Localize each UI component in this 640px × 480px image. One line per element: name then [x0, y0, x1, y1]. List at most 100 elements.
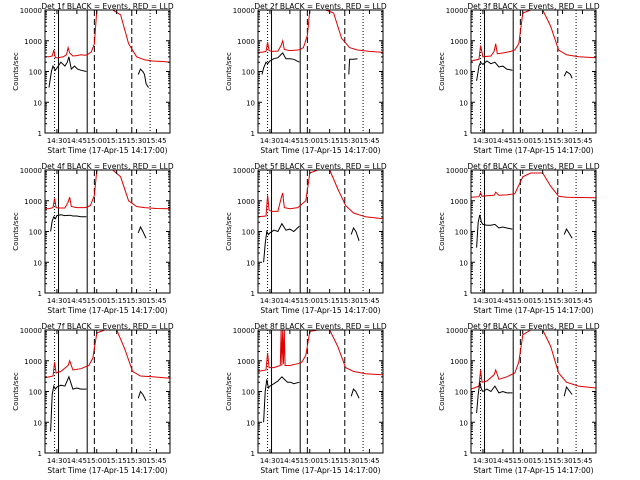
x-tick-label: 14:30 — [47, 137, 67, 145]
x-tick-label: 15:00 — [513, 457, 533, 465]
y-tick-label: 100 — [455, 389, 468, 397]
y-tick-label: 1000 — [24, 198, 42, 206]
events-series-line — [263, 376, 300, 423]
x-tick-label: 15:30 — [339, 457, 359, 465]
detector-panel: 1 10 100 1000 10000 14:30 14:45 15:00 15:15 15:30… — [225, 162, 387, 315]
panel-title: Det 8f BLACK = Events, RED = LLD — [254, 322, 387, 331]
y-tick-label: 100 — [455, 229, 468, 237]
detector-panel: 1 10 100 1000 10000 14:30 14:45 15:00 15:15 15:30… — [225, 322, 387, 475]
y-axis-label: Counts/sec — [438, 52, 446, 91]
y-tick-label: 1000 — [237, 38, 255, 46]
x-tick-label: 15:15 — [320, 457, 340, 465]
y-tick-label: 1000 — [450, 198, 468, 206]
x-tick-label: 14:45 — [493, 297, 513, 305]
lld-series-line — [257, 169, 384, 220]
detector-panel: 1 10 100 1000 10000 14:30 14:45 15:00 15:15 15:30… — [12, 162, 174, 315]
y-tick-label: 10000 — [446, 167, 468, 175]
x-tick-label: 15:00 — [513, 297, 533, 305]
plot-frame — [257, 329, 384, 454]
y-tick-label: 100 — [29, 69, 42, 77]
y-tick-label: 10000 — [233, 7, 255, 15]
events-series-line — [50, 214, 87, 232]
x-tick-label: 15:15 — [533, 457, 553, 465]
x-tick-label: 14:45 — [280, 297, 300, 305]
events-series-line — [263, 222, 300, 263]
x-tick-label: 15:15 — [320, 297, 340, 305]
y-tick-label: 1 — [251, 450, 255, 458]
y-tick-label: 10 — [246, 99, 255, 107]
x-axis-label: Start Time (17-Apr-15 14:17:00) — [473, 146, 593, 155]
x-tick-label: 15:45 — [146, 457, 166, 465]
panel-title: Det 1f BLACK = Events, RED = LLD — [41, 2, 174, 11]
y-tick-label: 10000 — [446, 327, 468, 335]
x-tick-label: 14:30 — [47, 297, 67, 305]
y-tick-label: 100 — [29, 229, 42, 237]
y-tick-label: 100 — [29, 389, 42, 397]
lld-series-line — [45, 9, 171, 63]
events-series-line — [50, 375, 87, 432]
x-tick-label: 15:45 — [146, 137, 166, 145]
lld-series-line — [44, 329, 171, 379]
x-tick-label: 15:30 — [339, 297, 359, 305]
panel-title: Det 3f BLACK = Events, RED = LLD — [467, 2, 600, 11]
panel-title: Det 7f BLACK = Events, RED = LLD — [41, 322, 174, 331]
x-tick-label: 15:00 — [300, 297, 320, 305]
panel-title: Det 2f BLACK = Events, RED = LLD — [254, 2, 387, 11]
events-series-line — [350, 226, 360, 241]
x-tick-label: 15:30 — [552, 137, 572, 145]
y-tick-label: 10 — [246, 419, 255, 427]
events-series-line — [563, 228, 573, 239]
y-tick-label: 10000 — [446, 7, 468, 15]
x-tick-label: 15:00 — [87, 297, 107, 305]
lld-series-line — [45, 169, 171, 210]
x-tick-label: 15:45 — [359, 137, 379, 145]
x-tick-label: 15:00 — [300, 457, 320, 465]
plot-frame — [470, 329, 597, 454]
lld-series-line — [470, 172, 597, 199]
x-tick-label: 14:45 — [280, 137, 300, 145]
x-tick-label: 15:30 — [126, 137, 146, 145]
y-tick-label: 10000 — [20, 7, 42, 15]
x-tick-label: 15:45 — [359, 457, 379, 465]
y-axis-label: Counts/sec — [438, 212, 446, 251]
y-tick-label: 1000 — [237, 198, 255, 206]
x-tick-label: 15:15 — [533, 297, 553, 305]
x-tick-label: 14:30 — [260, 137, 280, 145]
y-axis-label: Counts/sec — [12, 372, 20, 411]
y-tick-label: 1 — [251, 130, 255, 138]
x-tick-label: 15:30 — [126, 297, 146, 305]
panel-title: Det 9f BLACK = Events, RED = LLD — [467, 322, 600, 331]
detector-panel: 1 10 100 1000 10000 14:30 14:45 15:00 15:15 15:30… — [12, 2, 174, 155]
plot-frame — [44, 329, 171, 454]
y-tick-label: 10 — [459, 419, 468, 427]
x-tick-label: 15:15 — [533, 137, 553, 145]
y-axis-label: Counts/sec — [12, 212, 20, 251]
plot-frame — [257, 9, 384, 134]
events-series-line — [563, 70, 573, 79]
y-tick-label: 1 — [38, 290, 42, 298]
x-tick-label: 14:30 — [260, 457, 280, 465]
events-series-line — [476, 214, 513, 248]
x-tick-label: 15:15 — [107, 297, 127, 305]
y-tick-label: 10 — [33, 259, 42, 267]
x-tick-label: 15:00 — [87, 457, 107, 465]
x-tick-label: 15:15 — [107, 137, 127, 145]
x-tick-label: 14:30 — [47, 457, 67, 465]
x-tick-label: 14:30 — [473, 297, 493, 305]
y-tick-label: 10000 — [20, 167, 42, 175]
y-tick-label: 1000 — [450, 358, 468, 366]
y-tick-label: 1000 — [24, 38, 42, 46]
y-axis-label: Counts/sec — [438, 372, 446, 411]
x-tick-label: 15:30 — [339, 137, 359, 145]
x-tick-label: 15:00 — [300, 137, 320, 145]
x-tick-label: 15:30 — [126, 457, 146, 465]
x-tick-label: 15:30 — [552, 297, 572, 305]
x-tick-label: 15:15 — [107, 457, 127, 465]
x-tick-label: 14:45 — [280, 457, 300, 465]
y-tick-label: 1 — [464, 130, 468, 138]
plot-frame — [44, 169, 171, 294]
detector-panel: 1 10 100 1000 10000 14:30 14:45 15:00 15:15 15:30… — [12, 322, 174, 475]
plot-frame — [44, 9, 171, 134]
x-tick-label: 15:45 — [572, 137, 592, 145]
